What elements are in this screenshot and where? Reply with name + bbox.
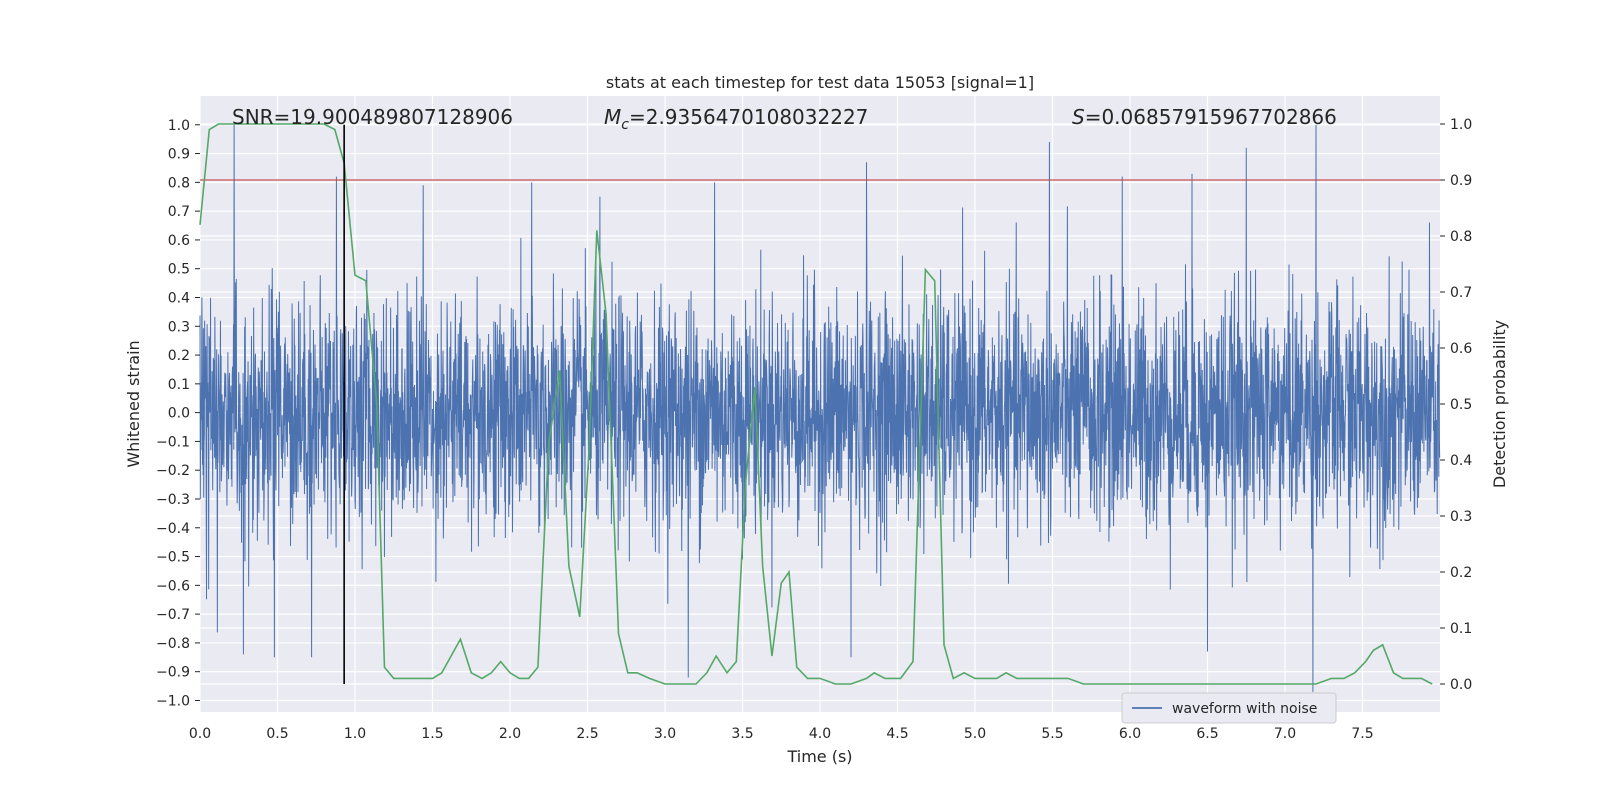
chirp-mass-annotation: Mc=2.9356470108032227	[604, 105, 868, 133]
x-tick-label-5: 2.5	[576, 726, 598, 742]
x-tick-label-10: 5.0	[964, 726, 986, 742]
right-y-tick-label-7: 0.3	[1450, 509, 1472, 525]
left-y-tick-label-19: −0.9	[156, 665, 190, 681]
series-layer	[199, 123, 1441, 692]
right-y-tick-label-9: 0.1	[1450, 621, 1472, 637]
x-tick-label-6: 3.0	[654, 726, 676, 742]
x-axis: 0.0 0.5 1.0 1.5 2.0 2.5 3.0 3.5 4.0 4.5 5.0 5.5 6.0 6…	[189, 726, 1374, 742]
snr-annotation: SNR=19.900489807128906	[232, 105, 513, 129]
right-y-tick-label-10: 0.0	[1450, 677, 1472, 693]
left-y-tick-label-12: −0.2	[156, 463, 190, 479]
left-y-tick-label-0: 1.0	[168, 118, 190, 134]
probability-series-line	[199, 123, 1433, 685]
x-axis-label: Time (s)	[786, 747, 852, 766]
right-y-tick-label-6: 0.4	[1450, 453, 1472, 469]
x-tick-label-1: 0.5	[266, 726, 288, 742]
left-y-tick-label-13: −0.3	[156, 492, 190, 508]
right-y-axis: 1.0 0.9 0.8 0.7 0.6 0.5 0.4 0.3 0.2 0.1 0.0	[1440, 117, 1472, 693]
x-tick-label-4: 2.0	[499, 726, 521, 742]
x-tick-label-15: 7.5	[1351, 726, 1373, 742]
left-y-tick-label-6: 0.4	[168, 290, 190, 306]
x-tick-label-8: 4.0	[809, 726, 831, 742]
waveform-series-line	[199, 124, 1441, 692]
left-y-tick-label-15: −0.5	[156, 550, 190, 566]
s-annotation: S=0.06857915967702866	[1072, 105, 1337, 129]
left-y-tick-label-10: 0.0	[168, 406, 190, 422]
left-y-tick-label-1: 0.9	[168, 147, 190, 163]
left-y-tick-label-16: −0.6	[156, 578, 190, 594]
legend: waveform with noise	[1121, 692, 1337, 724]
x-tick-label-2: 1.0	[344, 726, 366, 742]
left-y-tick-label-8: 0.2	[168, 348, 190, 364]
left-y-tick-label-2: 0.8	[168, 175, 190, 191]
x-tick-label-9: 4.5	[886, 726, 908, 742]
left-y-axis-label: Whitened strain	[124, 340, 143, 467]
legend-label-waveform: waveform with noise	[1172, 701, 1317, 717]
chirp-mass-value: =2.9356470108032227	[629, 105, 868, 129]
left-y-tick-label-20: −1.0	[156, 693, 190, 709]
s-value: =0.06857915967702866	[1085, 105, 1337, 129]
x-tick-label-11: 5.5	[1041, 726, 1063, 742]
right-y-tick-label-5: 0.5	[1450, 397, 1472, 413]
right-y-tick-label-0: 1.0	[1450, 117, 1472, 133]
right-y-axis-label: Detection probability	[1490, 320, 1509, 488]
chirp-mass-subscript: c	[621, 117, 629, 133]
x-tick-label-3: 1.5	[421, 726, 443, 742]
x-tick-label-0: 0.0	[189, 726, 211, 742]
left-y-tick-label-7: 0.3	[168, 319, 190, 335]
left-y-tick-label-3: 0.7	[168, 204, 190, 220]
right-y-tick-label-1: 0.9	[1450, 173, 1472, 189]
right-y-tick-label-3: 0.7	[1450, 285, 1472, 301]
chart-title: stats at each timestep for test data 150…	[606, 73, 1034, 92]
left-y-tick-label-14: −0.4	[156, 521, 190, 537]
left-y-tick-label-5: 0.5	[168, 262, 190, 278]
x-tick-label-13: 6.5	[1196, 726, 1218, 742]
x-tick-label-12: 6.0	[1119, 726, 1141, 742]
right-y-tick-label-4: 0.6	[1450, 341, 1472, 357]
right-y-tick-label-8: 0.2	[1450, 565, 1472, 581]
s-symbol: S	[1072, 105, 1085, 129]
left-y-tick-label-17: −0.7	[156, 607, 190, 623]
left-y-tick-label-9: 0.1	[168, 377, 190, 393]
left-y-axis: 1.0 0.9 0.8 0.7 0.6 0.5 0.4 0.3 0.2 0.1 0.0 −0.1 −0.…	[156, 118, 200, 709]
x-tick-label-7: 3.5	[731, 726, 753, 742]
chirp-mass-symbol: M	[604, 105, 621, 129]
right-y-tick-label-2: 0.8	[1450, 229, 1472, 245]
x-tick-label-14: 7.0	[1274, 726, 1296, 742]
left-y-tick-label-11: −0.1	[156, 434, 190, 450]
left-y-tick-label-4: 0.6	[168, 233, 190, 249]
legend-box	[1121, 692, 1337, 724]
left-y-tick-label-18: −0.8	[156, 636, 190, 652]
